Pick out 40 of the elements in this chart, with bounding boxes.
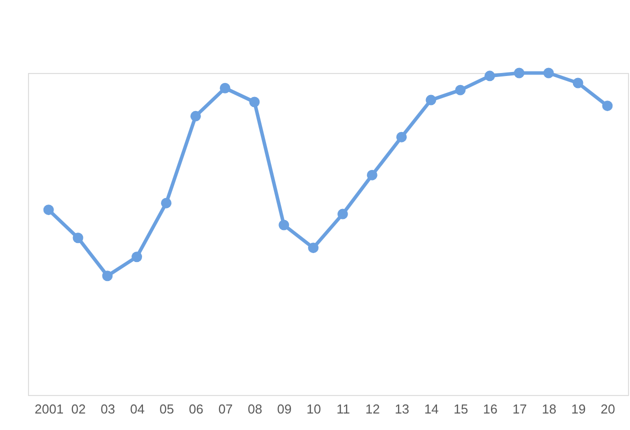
x-tick-label: 03 — [100, 402, 116, 416]
point — [160, 198, 172, 208]
point — [543, 68, 554, 78]
point — [249, 96, 260, 108]
point — [572, 78, 584, 88]
x-tick-label: 2001 — [34, 402, 64, 416]
point — [337, 208, 348, 220]
point — [484, 70, 496, 82]
x-tick-label: 17 — [512, 402, 527, 416]
point — [366, 170, 378, 180]
x-tick-label: 02 — [71, 402, 86, 416]
x-tick-label: 18 — [542, 402, 556, 416]
point — [278, 220, 290, 230]
x-tick-label: 19 — [571, 402, 586, 416]
x-tick-label: 12 — [365, 402, 380, 416]
x-tick-label: 07 — [218, 402, 233, 416]
point — [396, 132, 407, 142]
x-tick-label: 11 — [336, 402, 350, 416]
point — [514, 68, 524, 78]
point — [132, 252, 142, 262]
x-tick-label: 13 — [394, 402, 410, 416]
x-tick-label: 20 — [600, 402, 616, 416]
x-tick-label: 06 — [188, 402, 204, 416]
x-tick-label: 09 — [277, 402, 292, 416]
x-tick-label: 10 — [306, 402, 322, 416]
point — [602, 100, 613, 112]
x-tick-label: 08 — [248, 402, 262, 416]
point — [102, 270, 113, 282]
x-tick-label: 14 — [424, 402, 439, 416]
point — [308, 242, 319, 254]
point — [43, 204, 54, 216]
x-tick-label: 16 — [483, 402, 498, 416]
x-tick-label: 05 — [160, 402, 174, 416]
point — [455, 84, 466, 96]
point — [72, 232, 84, 244]
x-tick-label: 15 — [454, 402, 468, 416]
point — [190, 110, 201, 122]
point — [220, 82, 230, 94]
point — [426, 94, 436, 106]
x-tick-label: 04 — [130, 402, 145, 416]
